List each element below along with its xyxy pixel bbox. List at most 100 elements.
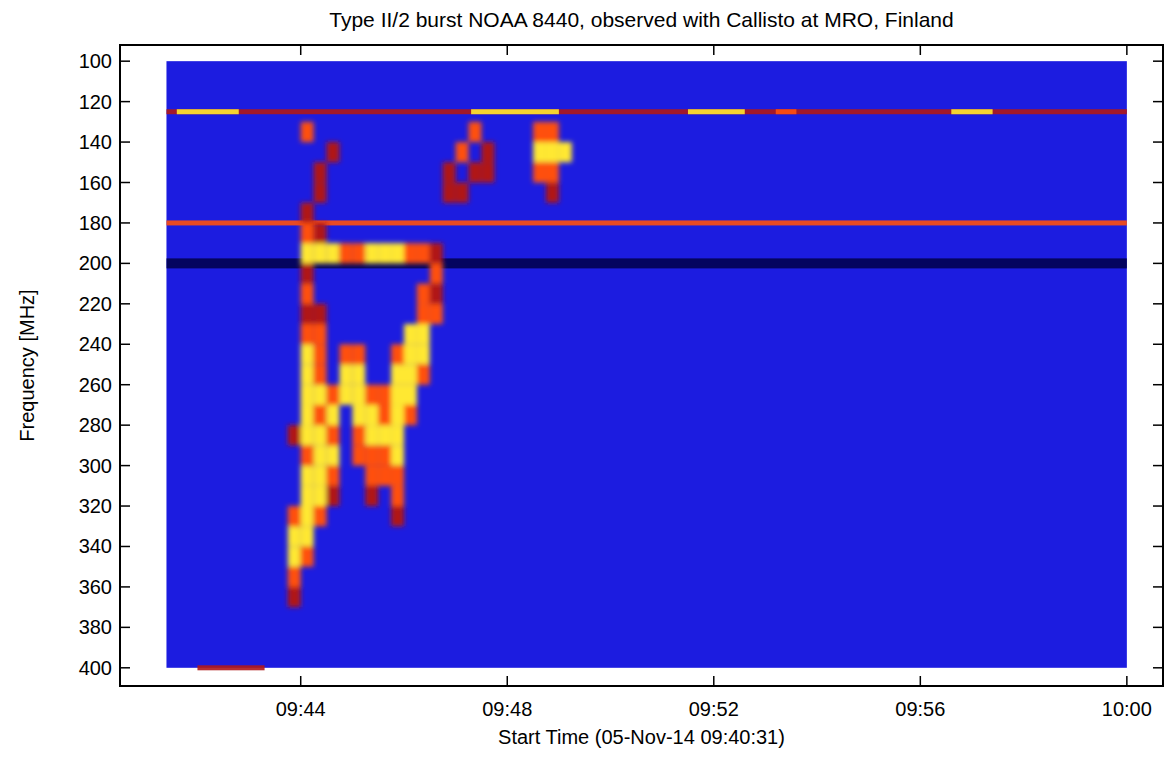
cell bbox=[417, 284, 430, 304]
cell bbox=[339, 364, 352, 384]
ytick bbox=[120, 303, 130, 305]
cell bbox=[469, 162, 482, 182]
y-axis-title: Frequency [MHz] bbox=[16, 289, 38, 441]
cell bbox=[430, 263, 443, 283]
xtick bbox=[300, 676, 302, 686]
cell bbox=[430, 243, 443, 263]
ytick bbox=[1153, 505, 1163, 507]
ytick bbox=[1153, 627, 1163, 629]
ytick-label: 380 bbox=[79, 616, 112, 638]
cell bbox=[417, 304, 430, 324]
chart: 1001201401601802002202402602803003203403… bbox=[0, 0, 1176, 762]
cell bbox=[391, 425, 404, 445]
ytick bbox=[1153, 384, 1163, 386]
xtick bbox=[1126, 45, 1128, 55]
ytick bbox=[120, 586, 130, 588]
cell bbox=[365, 445, 378, 465]
cell bbox=[288, 546, 301, 566]
xtick bbox=[507, 676, 509, 686]
cell bbox=[365, 466, 378, 486]
cell bbox=[339, 385, 352, 405]
ytick-label: 160 bbox=[79, 172, 112, 194]
spectrum-background bbox=[166, 61, 1126, 668]
ytick-label: 140 bbox=[79, 131, 112, 153]
cell bbox=[288, 526, 301, 546]
cell bbox=[301, 425, 314, 445]
cell bbox=[314, 243, 327, 263]
xtick bbox=[920, 676, 922, 686]
ytick bbox=[120, 627, 130, 629]
cell bbox=[391, 466, 404, 486]
cell bbox=[404, 364, 417, 384]
cell bbox=[404, 385, 417, 405]
ytick-label: 200 bbox=[79, 252, 112, 274]
ytick bbox=[120, 505, 130, 507]
cell bbox=[391, 486, 404, 506]
cell bbox=[365, 405, 378, 425]
cell bbox=[443, 183, 456, 203]
cell bbox=[391, 506, 404, 526]
ytick-label: 100 bbox=[79, 50, 112, 72]
cell bbox=[301, 546, 314, 566]
cell bbox=[546, 183, 559, 203]
cell bbox=[559, 142, 572, 162]
cell bbox=[314, 506, 327, 526]
cell bbox=[288, 425, 301, 445]
cell bbox=[314, 223, 327, 243]
cell bbox=[546, 142, 559, 162]
cell bbox=[327, 466, 340, 486]
xtick-label: 09:56 bbox=[895, 698, 945, 720]
cell bbox=[456, 142, 469, 162]
cell bbox=[327, 405, 340, 425]
cell bbox=[314, 324, 327, 344]
ytick bbox=[120, 263, 130, 265]
cell bbox=[378, 466, 391, 486]
cell bbox=[378, 243, 391, 263]
cell bbox=[352, 405, 365, 425]
cell bbox=[481, 142, 494, 162]
xtick bbox=[507, 45, 509, 55]
cell bbox=[314, 183, 327, 203]
xtick-label: 09:52 bbox=[689, 698, 739, 720]
cell bbox=[469, 122, 482, 142]
ytick bbox=[1153, 182, 1163, 184]
cell bbox=[301, 122, 314, 142]
cell bbox=[404, 344, 417, 364]
cell bbox=[352, 364, 365, 384]
band bbox=[166, 109, 1126, 114]
cell bbox=[391, 344, 404, 364]
cell bbox=[391, 385, 404, 405]
cell bbox=[288, 567, 301, 587]
ytick bbox=[1153, 101, 1163, 103]
ytick bbox=[120, 384, 130, 386]
ytick bbox=[120, 182, 130, 184]
ytick bbox=[120, 465, 130, 467]
cell bbox=[430, 284, 443, 304]
ytick bbox=[1153, 667, 1163, 669]
cell bbox=[456, 183, 469, 203]
ytick bbox=[120, 101, 130, 103]
cell bbox=[352, 425, 365, 445]
cell bbox=[301, 466, 314, 486]
cell bbox=[301, 445, 314, 465]
ytick-label: 180 bbox=[79, 212, 112, 234]
cell bbox=[533, 142, 546, 162]
frame bbox=[120, 45, 1163, 686]
cell bbox=[546, 162, 559, 182]
cell bbox=[301, 486, 314, 506]
cell bbox=[391, 445, 404, 465]
cell bbox=[314, 405, 327, 425]
cell bbox=[430, 304, 443, 324]
cell bbox=[352, 344, 365, 364]
cell bbox=[301, 284, 314, 304]
ytick bbox=[120, 546, 130, 548]
xtick bbox=[300, 45, 302, 55]
cell bbox=[327, 486, 340, 506]
cell bbox=[314, 425, 327, 445]
cell bbox=[365, 425, 378, 445]
ytick-label: 220 bbox=[79, 293, 112, 315]
ytick-label: 260 bbox=[79, 374, 112, 396]
cell bbox=[301, 385, 314, 405]
ytick bbox=[1153, 344, 1163, 346]
cell bbox=[404, 405, 417, 425]
